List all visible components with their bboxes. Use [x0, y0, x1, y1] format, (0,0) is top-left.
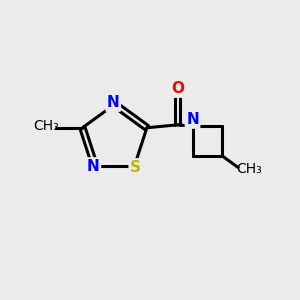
Text: O: O	[171, 81, 184, 96]
Text: N: N	[186, 112, 199, 127]
Text: N: N	[87, 159, 100, 174]
Text: N: N	[107, 95, 120, 110]
Text: CH₃: CH₃	[34, 119, 59, 133]
Text: CH₃: CH₃	[236, 162, 262, 176]
Text: S: S	[130, 160, 141, 175]
